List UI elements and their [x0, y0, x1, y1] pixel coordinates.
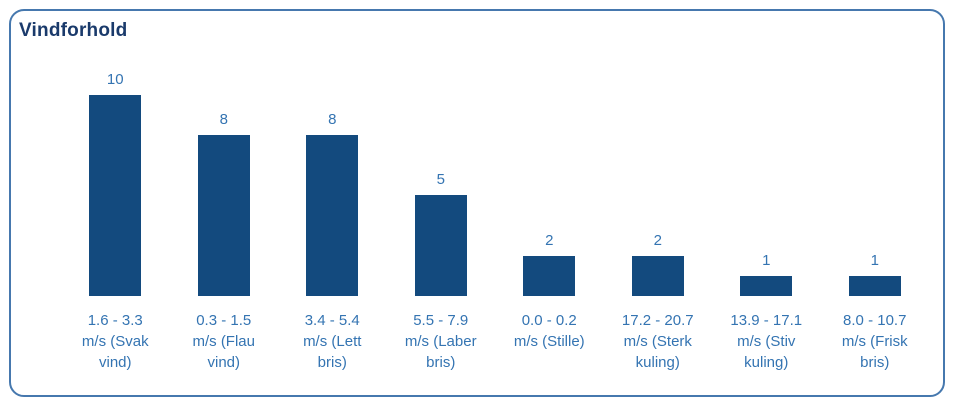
category-label-line: vind): [98, 354, 132, 371]
category-label-line: bris): [426, 354, 456, 371]
category-label-line: 13.9 - 17.1: [730, 312, 803, 329]
category-label-line: m/s (Laber: [404, 333, 477, 350]
bar[interactable]: [631, 256, 684, 296]
category-label-line: m/s (Sterk: [623, 333, 692, 350]
bar-value-label: 1: [870, 252, 879, 269]
category-label-line: 8.0 - 10.7: [843, 312, 907, 329]
bar[interactable]: [306, 135, 359, 296]
category-label-line: m/s (Stille): [513, 333, 585, 350]
bar-column: 10: [61, 71, 170, 296]
vindforhold-card: Vindforhold 10 8 8 5 2 2 1 1 1.6 - 3.3 m/s (Svak…: [9, 9, 945, 397]
category-label-line: 5.5 - 7.9: [413, 312, 469, 329]
bar-column: 5: [387, 171, 496, 296]
bar[interactable]: [414, 195, 467, 296]
bar-value-label: 8: [219, 111, 228, 128]
category-label-line: m/s (Flau: [192, 333, 255, 350]
category-label: 5.5 - 7.9 m/s (Laber bris): [387, 310, 496, 373]
bar-column: 8: [278, 111, 387, 296]
category-label-line: m/s (Frisk: [841, 333, 908, 350]
bar[interactable]: [523, 256, 576, 296]
category-labels-row: 1.6 - 3.3 m/s (Svak vind) 0.3 - 1.5 m/s (Fla…: [61, 310, 929, 373]
bar[interactable]: [848, 276, 901, 296]
bar-value-label: 2: [653, 232, 662, 249]
category-label: 3.4 - 5.4 m/s (Lett bris): [278, 310, 387, 373]
category-label-line: m/s (Stiv: [737, 333, 796, 350]
bar-value-label: 8: [328, 111, 337, 128]
bar-value-label: 10: [106, 71, 124, 88]
category-label: 0.3 - 1.5 m/s (Flau vind): [170, 310, 279, 373]
bar[interactable]: [740, 276, 793, 296]
bar[interactable]: [197, 135, 250, 296]
bar-value-label: 2: [545, 232, 554, 249]
bar-column: 2: [604, 232, 713, 296]
category-label-line: 0.0 - 0.2: [521, 312, 577, 329]
category-label: 13.9 - 17.1 m/s (Stiv kuling): [712, 310, 821, 373]
category-label-line: 3.4 - 5.4: [304, 312, 360, 329]
bar-column: 1: [821, 252, 930, 296]
category-label-line: bris): [317, 354, 347, 371]
category-label: 1.6 - 3.3 m/s (Svak vind): [61, 310, 170, 373]
category-label-line: 17.2 - 20.7: [621, 312, 694, 329]
category-label-line: vind): [207, 354, 240, 371]
category-label-line: bris): [860, 354, 890, 371]
bar-column: 8: [170, 111, 279, 296]
bar-column: 1: [712, 252, 821, 296]
category-label-line: m/s (Lett: [303, 333, 362, 350]
category-label: 8.0 - 10.7 m/s (Frisk bris): [821, 310, 930, 373]
card-title: Vindforhold: [19, 20, 128, 41]
category-label: 17.2 - 20.7 m/s (Sterk kuling): [604, 310, 713, 373]
category-label-line: 0.3 - 1.5: [196, 312, 252, 329]
bar-chart: 10 8 8 5 2 2 1 1: [61, 65, 929, 296]
bar-value-label: 1: [762, 252, 771, 269]
category-label-line: kuling): [744, 354, 789, 371]
category-label: 0.0 - 0.2 m/s (Stille): [495, 310, 604, 352]
bar-value-label: 5: [436, 171, 445, 188]
category-label-line: m/s (Svak: [81, 333, 149, 350]
category-label-line: kuling): [635, 354, 680, 371]
bar-column: 2: [495, 232, 604, 296]
bar[interactable]: [89, 95, 142, 296]
category-label-line: 1.6 - 3.3: [87, 312, 143, 329]
